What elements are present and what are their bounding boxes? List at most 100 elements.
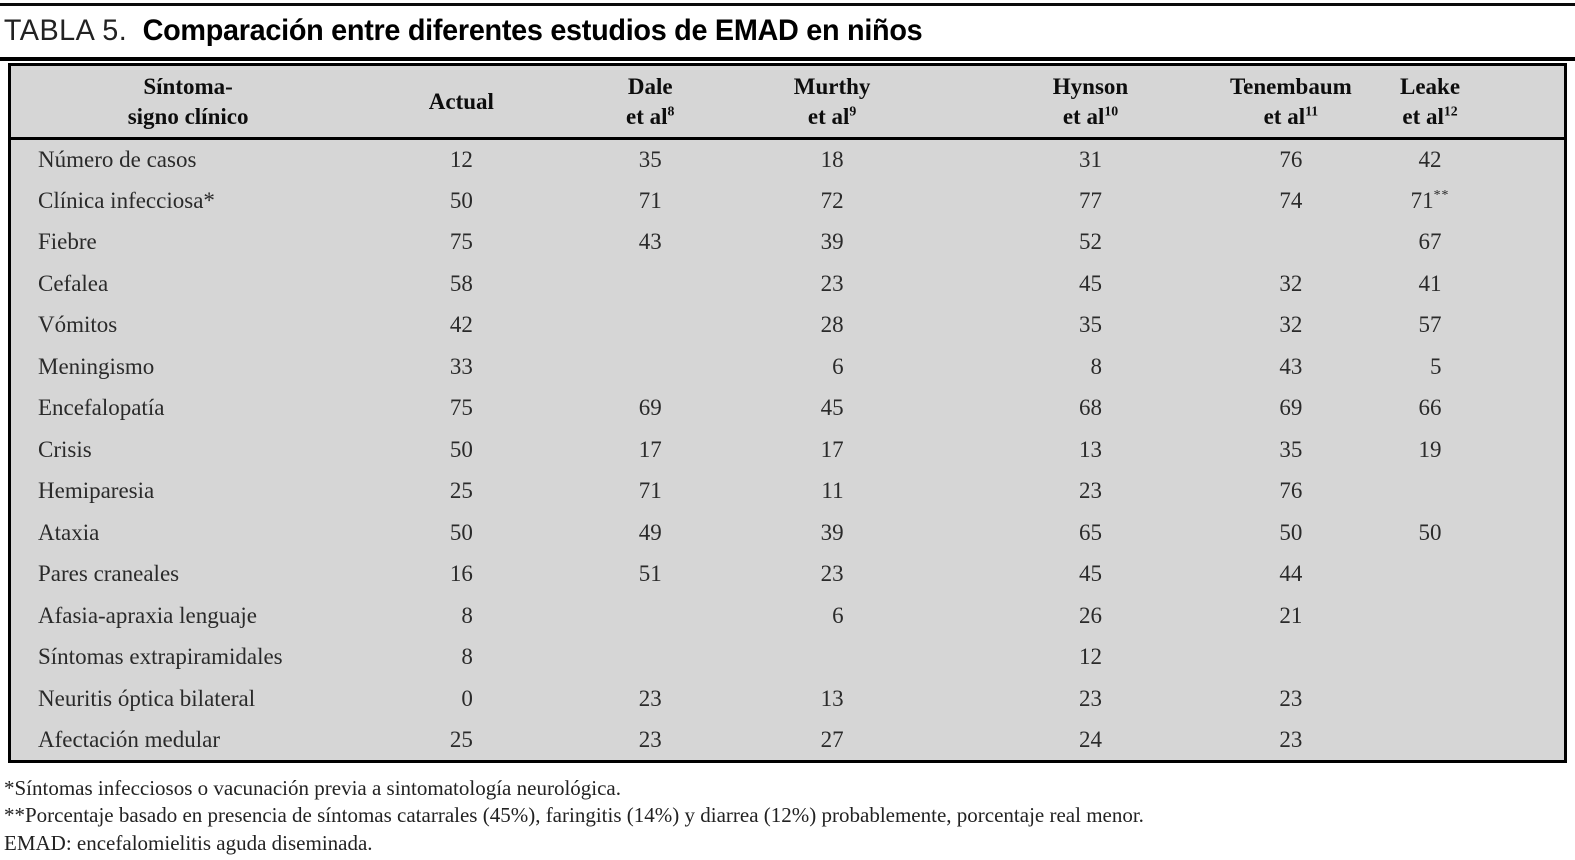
- value-cell: 39: [820, 229, 844, 255]
- value-cell: 23: [638, 685, 662, 711]
- value-cell: 19: [1418, 436, 1442, 462]
- value-cell: 69: [638, 395, 662, 421]
- column-header-leake: Leake et al12: [1356, 64, 1566, 140]
- value-cell: 68: [1079, 395, 1102, 421]
- value-cell: 50: [1418, 519, 1442, 545]
- value-cell: 8: [461, 644, 473, 670]
- row-label: Neuritis óptica bilateral: [38, 685, 256, 711]
- table-row: Meningismo 33 6 8 43 5: [10, 346, 1566, 388]
- row-label: Pares craneales: [38, 561, 180, 587]
- value-cell: 6: [832, 353, 844, 379]
- value-cell: 11: [821, 478, 844, 504]
- table-row: Pares craneales 16 51 23 45 44: [10, 554, 1566, 596]
- value-cell: 35: [638, 147, 662, 172]
- comparison-table: Síntoma-signo clínico Actual Dale et al8 Mur…: [8, 63, 1567, 763]
- value-cell: 58: [449, 270, 473, 296]
- value-cell: 72: [820, 187, 844, 213]
- title-underline-rule: [0, 57, 1575, 61]
- value-cell: 45: [1079, 561, 1102, 587]
- row-label: Meningismo: [38, 353, 155, 379]
- value-cell: 42: [449, 312, 473, 338]
- value-cell: [1356, 471, 1565, 513]
- footnote-clinica-infecciosa: *Síntomas infecciosos o vacunación previ…: [4, 775, 621, 800]
- value-cell: 0: [461, 685, 473, 711]
- value-cell: 50: [449, 187, 473, 213]
- value-cell: 52: [1079, 229, 1102, 255]
- value-cell: 25: [449, 726, 473, 752]
- value-cell: 41: [1418, 270, 1442, 296]
- row-label: Cefalea: [38, 270, 109, 296]
- value-cell: [1191, 637, 1356, 679]
- value-cell: 23: [1279, 726, 1303, 752]
- column-header-sintoma-signo-clinico: Síntoma-signo clínico: [9, 64, 366, 140]
- row-label: Encefalopatía: [38, 395, 165, 421]
- table-row: Clínica infecciosa* 50 71 72 77 74 71**: [10, 180, 1566, 222]
- table-row: Encefalopatía 75 69 45 68 69 66: [10, 388, 1566, 430]
- row-label: Crisis: [38, 436, 92, 462]
- value-cell: 77: [1079, 187, 1102, 213]
- value-cell: 35: [1079, 312, 1102, 338]
- column-header-hynson: Hynson et al10: [961, 64, 1191, 140]
- table-row: Ataxia 50 49 39 65 50 50: [10, 512, 1566, 554]
- table-row: Afasia-apraxia lenguaje 8 6 26 21: [10, 595, 1566, 637]
- value-cell: 27: [820, 726, 844, 752]
- value-cell: 23: [1279, 685, 1303, 711]
- value-cell: 39: [820, 519, 844, 545]
- value-cell: 45: [820, 395, 844, 421]
- value-cell: 28: [820, 312, 844, 338]
- value-cell: 71: [638, 478, 662, 504]
- table-title: TABLA 5. Comparación entre diferentes es…: [0, 6, 1512, 57]
- value-cell: 17: [820, 436, 844, 462]
- table-row: Fiebre 75 43 39 52 67: [10, 222, 1566, 264]
- value-cell: 6: [832, 602, 844, 628]
- table-row: Síntomas extrapiramidales 8 12: [10, 637, 1566, 679]
- column-header-tenembaum: Tenembaum et al11: [1190, 64, 1357, 140]
- value-cell: 45: [1079, 270, 1102, 296]
- row-label: Vómitos: [38, 312, 118, 338]
- value-cell: 71**: [1410, 187, 1450, 214]
- value-cell: 25: [449, 478, 473, 504]
- row-label: Hemiparesia: [38, 478, 155, 504]
- table-row: Afectación medular 25 23 27 24 23: [10, 720, 1566, 762]
- value-cell: 26: [1079, 602, 1102, 628]
- value-cell: 24: [1079, 726, 1102, 752]
- value-cell: 23: [820, 561, 844, 587]
- value-cell: 67: [1418, 229, 1442, 255]
- value-cell: 21: [1279, 602, 1303, 628]
- value-cell: 33: [449, 353, 473, 379]
- row-label: Afectación medular: [38, 726, 220, 752]
- value-cell: 32: [1279, 312, 1303, 338]
- row-label: Número de casos: [38, 147, 197, 172]
- value-cell: 50: [449, 519, 473, 545]
- table-row: Neuritis óptica bilateral 0 23 13 23 23: [10, 678, 1566, 720]
- value-cell: 5: [1430, 353, 1442, 379]
- value-cell: 49: [638, 519, 662, 545]
- value-cell: 74: [1279, 187, 1303, 213]
- value-cell: 76: [1279, 147, 1303, 172]
- value-cell: [1191, 222, 1356, 264]
- value-cell: [1356, 720, 1565, 762]
- footnote-emad-definition: EMAD: encefalomielitis aguda diseminada.: [4, 830, 373, 855]
- value-cell: 65: [1079, 519, 1102, 545]
- value-cell: [558, 305, 743, 347]
- table-row: Cefalea 58 23 45 32 41: [10, 263, 1566, 305]
- footnote-porcentaje: **Porcentaje basado en presencia de sínt…: [4, 803, 1144, 827]
- value-cell: 35: [1279, 436, 1303, 462]
- value-cell: 66: [1418, 395, 1442, 421]
- footnotes: *Síntomas infecciosos o vacunación previ…: [0, 763, 1575, 858]
- value-cell: 42: [1418, 147, 1442, 172]
- value-cell: 32: [1279, 270, 1303, 296]
- value-cell: 44: [1279, 561, 1303, 587]
- value-cell: 16: [449, 561, 473, 587]
- value-cell: [558, 595, 743, 637]
- column-header-dale: Dale et al8: [557, 64, 743, 140]
- value-cell: 12: [449, 147, 473, 172]
- row-label: Ataxia: [38, 519, 100, 545]
- column-header-murthy: Murthy et al9: [742, 64, 962, 140]
- value-cell: 17: [638, 436, 662, 462]
- value-cell: 69: [1279, 395, 1303, 421]
- value-cell: 71: [638, 187, 662, 213]
- row-label: Fiebre: [38, 229, 97, 255]
- value-cell: 51: [638, 561, 662, 587]
- table-row: Crisis 50 17 17 13 35 19: [10, 429, 1566, 471]
